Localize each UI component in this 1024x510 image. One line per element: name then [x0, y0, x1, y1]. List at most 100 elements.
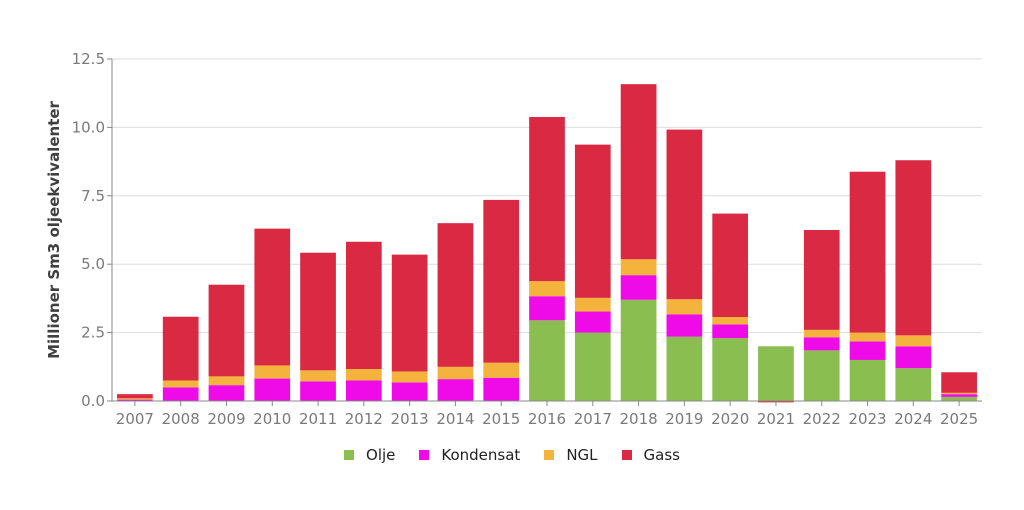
bar-gass-2022 — [803, 230, 840, 330]
bar-ngl-2016 — [529, 281, 565, 297]
y-tick-label: 10.0 — [72, 118, 105, 136]
bar-kondensat-2013 — [391, 382, 428, 401]
bar-gass-2009 — [208, 284, 245, 377]
bars — [117, 84, 977, 403]
bar-gass-2016 — [529, 117, 565, 282]
bar-ngl-2014 — [437, 366, 474, 380]
x-tick-label: 2024 — [894, 410, 932, 428]
bar-ngl-2007 — [117, 398, 153, 400]
bar-kondensat-2015 — [483, 377, 520, 401]
bar-kondensat-2011 — [300, 381, 336, 401]
bar-olje-2024 — [895, 368, 932, 401]
bar-ngl-2018 — [620, 259, 657, 276]
x-tick-label: 2022 — [803, 410, 841, 428]
bar-ngl-2023 — [849, 332, 886, 342]
y-axis-label: Millioner Sm3 oljeekvivalenter — [45, 100, 63, 358]
bar-olje-2025 — [941, 396, 977, 401]
x-tick-label: 2013 — [391, 410, 429, 428]
bar-kondensat-2017 — [574, 311, 611, 333]
x-tick-label: 2015 — [482, 410, 520, 428]
bar-gass-2023 — [849, 171, 886, 333]
bar-ngl-2009 — [208, 376, 245, 386]
x-tick-labels: 2007 2008 2009 2010 2011 2012 2013 2014 2015 2016… — [116, 401, 978, 428]
bar-gass-2011 — [300, 252, 336, 371]
bar-gass-2015 — [483, 199, 520, 363]
y-tick-labels: 0.0 2.5 5.0 7.5 10.0 12.5 — [72, 50, 112, 410]
x-tick-label: 2012 — [345, 410, 383, 428]
x-tick-label: 2009 — [207, 410, 245, 428]
bar-kondensat-2012 — [345, 380, 382, 401]
bar-kondensat-2025 — [941, 394, 977, 397]
x-tick-label: 2016 — [528, 410, 566, 428]
bar-gass-2008 — [162, 316, 199, 381]
x-tick-label: 2017 — [574, 410, 612, 428]
legend-label: NGL — [566, 446, 598, 464]
bar-ngl-2022 — [803, 329, 840, 338]
bar-olje-2018 — [620, 299, 657, 401]
x-tick-label: 2011 — [299, 410, 337, 428]
x-tick-label: 2020 — [711, 410, 749, 428]
bar-kondensat-2024 — [895, 346, 932, 369]
bar-ngl-2015 — [483, 362, 520, 378]
x-tick-label: 2023 — [848, 410, 886, 428]
bar-gass-2025 — [941, 372, 977, 393]
bar-kondensat-2018 — [620, 275, 657, 300]
legend-swatch — [544, 450, 555, 460]
bar-kondensat-2023 — [849, 341, 886, 360]
bar-olje-2016 — [529, 320, 565, 401]
bar-gass-2024 — [895, 160, 932, 336]
bar-gass-2017 — [574, 144, 611, 298]
y-tick-label: 5.0 — [81, 255, 105, 273]
legend-swatch — [344, 450, 355, 460]
bar-ngl-2011 — [300, 370, 336, 382]
bar-gass-2010 — [254, 228, 291, 366]
bar-ngl-2020 — [712, 317, 749, 325]
x-tick-label: 2010 — [253, 410, 291, 428]
bar-olje-2020 — [712, 338, 749, 401]
legend-item-gass[interactable]: Gass — [621, 446, 680, 464]
bar-gass-2013 — [391, 254, 428, 372]
bar-ngl-2012 — [345, 368, 382, 381]
bar-kondensat-2008 — [162, 387, 199, 401]
bar-ngl-2010 — [254, 365, 291, 379]
bar-ngl-2025 — [941, 392, 977, 395]
bar-ngl-2008 — [162, 380, 199, 388]
y-tick-label: 0.0 — [81, 392, 105, 410]
bar-olje-2019 — [666, 336, 703, 401]
x-tick-label: 2019 — [665, 410, 703, 428]
legend-item-ngl[interactable]: NGL — [544, 446, 598, 464]
bar-kondensat-2007 — [117, 399, 153, 401]
bar-olje-2022 — [803, 350, 840, 401]
bar-gass-2014 — [437, 223, 474, 367]
bar-gass-2007 — [117, 394, 153, 399]
bar-kondensat-2020 — [712, 324, 749, 339]
bar-ngl-2017 — [574, 297, 611, 312]
bar-gass-2012 — [345, 241, 382, 369]
legend-label: Gass — [643, 446, 680, 464]
bar-olje-2017 — [574, 332, 611, 401]
x-tick-label: 2008 — [162, 410, 200, 428]
bar-gass-2019 — [666, 129, 703, 300]
bar-kondensat-2014 — [437, 379, 474, 401]
x-tick-label: 2007 — [116, 410, 154, 428]
bar-olje-2023 — [849, 359, 886, 401]
y-tick-label: 12.5 — [72, 50, 105, 68]
bar-gass-2020 — [712, 213, 749, 318]
bar-ngl-2024 — [895, 335, 932, 347]
x-tick-label: 2021 — [757, 410, 795, 428]
bar-kondensat-2019 — [666, 314, 703, 337]
legend-swatch — [419, 450, 430, 460]
bar-kondensat-2009 — [208, 385, 245, 401]
legend-item-olje[interactable]: Olje — [344, 446, 395, 464]
x-tick-label: 2014 — [436, 410, 474, 428]
x-tick-label: 2025 — [940, 410, 978, 428]
bar-kondensat-2022 — [803, 337, 840, 351]
legend-label: Olje — [366, 446, 396, 464]
legend-item-kondensat[interactable]: Kondensat — [419, 446, 520, 464]
bar-ngl-2019 — [666, 299, 703, 315]
bar-ngl-2013 — [391, 371, 428, 383]
y-tick-label: 7.5 — [81, 187, 105, 205]
legend: Olje Kondensat NGL Gass — [0, 446, 1024, 464]
legend-label: Kondensat — [441, 446, 521, 464]
